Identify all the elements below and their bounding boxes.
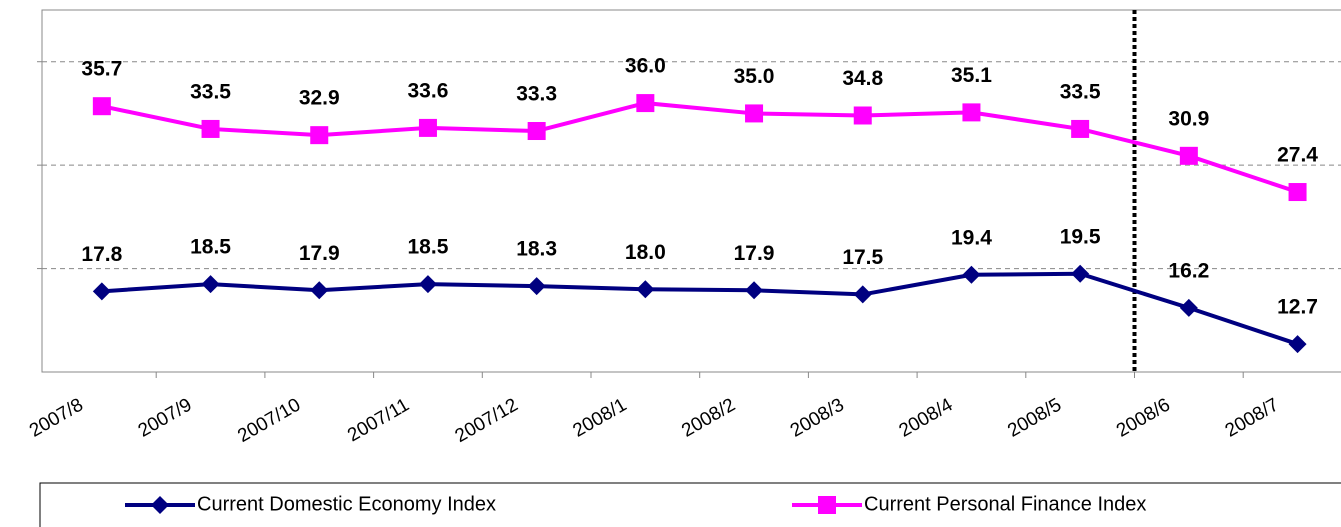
data-label: 18.5 <box>408 236 449 259</box>
data-label: 19.4 <box>951 226 992 249</box>
x-tick-label: 2007/12 <box>452 394 522 447</box>
data-label: 18.3 <box>516 238 557 261</box>
data-point <box>92 97 111 116</box>
data-label: 17.5 <box>842 246 883 269</box>
data-label: 17.8 <box>81 243 122 266</box>
data-label: 30.9 <box>1168 107 1209 130</box>
data-label: 35.1 <box>951 64 992 87</box>
data-point <box>201 275 220 294</box>
x-tick-label: 2008/5 <box>1004 394 1065 441</box>
legend-label: Current Personal Finance Index <box>864 493 1146 515</box>
x-tick-label: 2008/3 <box>787 394 848 441</box>
data-point <box>527 277 546 296</box>
x-tick-label: 2008/6 <box>1113 394 1174 441</box>
data-label: 36.0 <box>625 55 666 78</box>
x-tick-label: 2008/4 <box>896 394 957 441</box>
data-label: 33.5 <box>190 80 231 103</box>
data-point <box>1179 298 1198 317</box>
data-point <box>962 265 981 284</box>
series-line <box>101 271 1299 346</box>
data-point <box>745 281 764 300</box>
data-label: 33.5 <box>1060 80 1101 103</box>
data-label: 35.0 <box>734 65 775 88</box>
data-point <box>853 285 872 304</box>
x-tick-label: 2007/8 <box>26 394 87 441</box>
data-label: 34.8 <box>842 67 883 90</box>
x-tick-label: 2007/10 <box>234 394 304 447</box>
data-point <box>201 119 220 138</box>
data-point <box>527 122 546 141</box>
data-label: 19.5 <box>1060 225 1101 248</box>
legend-marker <box>151 496 169 514</box>
data-label: 27.4 <box>1277 144 1318 167</box>
data-label: 17.9 <box>734 242 775 265</box>
data-point <box>853 106 872 125</box>
data-point <box>92 282 111 301</box>
x-tick-label: 2007/9 <box>135 394 196 441</box>
data-label: 32.9 <box>299 87 340 110</box>
data-point <box>418 118 437 137</box>
x-tick-label: 2008/1 <box>570 394 631 441</box>
legend-box <box>39 482 1341 527</box>
data-point <box>1288 335 1307 354</box>
data-label: 35.7 <box>81 58 122 81</box>
data-point <box>418 275 437 294</box>
data-point <box>636 94 655 113</box>
x-tick-label: 2007/11 <box>344 394 413 446</box>
data-point <box>1071 264 1090 283</box>
data-point <box>310 281 329 300</box>
data-label: 17.9 <box>299 242 340 265</box>
series-line <box>101 101 1299 194</box>
data-label: 18.5 <box>190 236 231 259</box>
data-label: 18.0 <box>625 241 666 264</box>
data-label: 12.7 <box>1277 296 1318 319</box>
data-point <box>636 280 655 299</box>
x-tick-label: 2008/7 <box>1222 394 1283 441</box>
data-point <box>310 126 329 145</box>
data-label: 33.6 <box>408 79 449 102</box>
data-point <box>962 103 981 122</box>
legend-label: Current Domestic Economy Index <box>197 493 496 515</box>
data-label: 33.3 <box>516 83 557 106</box>
data-point <box>745 104 764 123</box>
data-point <box>1179 146 1198 165</box>
x-tick-label: 2008/2 <box>678 394 739 441</box>
data-point <box>1288 183 1307 202</box>
plot-border <box>41 9 1341 373</box>
legend-marker <box>818 496 836 514</box>
data-point <box>1071 119 1090 138</box>
data-label: 16.2 <box>1168 259 1209 282</box>
